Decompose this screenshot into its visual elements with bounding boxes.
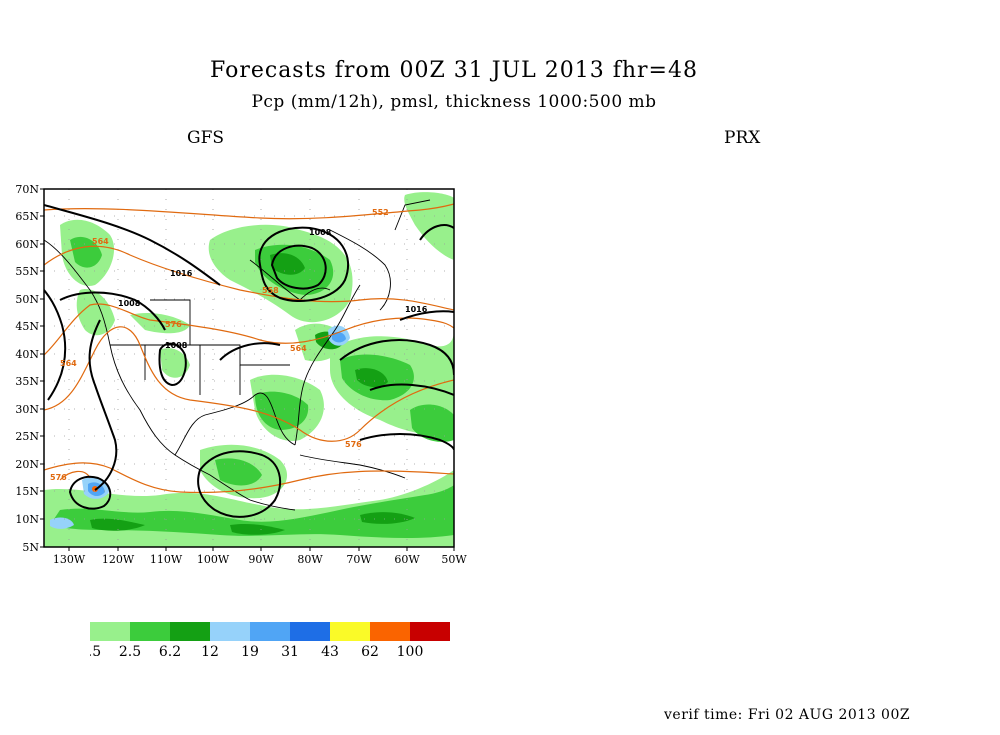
coastlines [44, 199, 431, 511]
isobars [44, 204, 454, 518]
thickness-label: 576 [345, 440, 362, 449]
isobar-label: 1016 [170, 269, 193, 278]
thickness-contours [44, 203, 454, 494]
legend-swatch [170, 622, 210, 641]
lat-label: 65N [15, 210, 39, 223]
legend-swatch [130, 622, 170, 641]
page-title: Forecasts from 00Z 31 JUL 2013 fhr=48 [210, 58, 698, 83]
lat-label: 25N [15, 430, 39, 443]
legend-swatch [370, 622, 410, 641]
lat-label: 20N [15, 458, 39, 471]
legend-label: 62 [361, 644, 379, 660]
lon-label: 130W [53, 553, 86, 566]
lat-label: 35N [15, 375, 39, 388]
isobar-label: 1008 [118, 299, 141, 308]
isobar-label: 1008 [165, 341, 188, 350]
lon-label: 110W [150, 553, 183, 566]
lon-label: 70W [346, 553, 372, 566]
model-label-right: PRX [724, 128, 761, 148]
legend-label: 31 [281, 644, 299, 660]
page-subtitle: Pcp (mm/12h), pmsl, thickness 1000:500 m… [251, 92, 657, 112]
lon-label: 90W [248, 553, 274, 566]
lon-label: 120W [102, 553, 135, 566]
lat-label: 50N [15, 293, 39, 306]
legend-label: 2.5 [119, 644, 141, 660]
verif-time: verif time: Fri 02 AUG 2013 00Z [664, 707, 911, 723]
lon-label: 50W [441, 553, 467, 566]
lat-label: 10N [15, 513, 39, 526]
lat-label: 70N [15, 183, 39, 196]
legend-swatch [250, 622, 290, 641]
lon-label: 80W [297, 553, 323, 566]
legend-label: 19 [241, 644, 259, 660]
precip-legend: 0.5 2.5 6.2 12 19 31 43 62 100 [90, 622, 450, 660]
lat-label: 60N [15, 238, 39, 251]
lat-label: 30N [15, 403, 39, 416]
legend-label: 43 [321, 644, 339, 660]
axis-ticks [40, 188, 455, 551]
legend-label: 100 [397, 644, 424, 660]
isobar-label: 1008 [309, 228, 332, 237]
lat-label: 40N [15, 348, 39, 361]
legend-label: 0.5 [90, 644, 101, 660]
model-label-left: GFS [187, 128, 225, 148]
forecast-map: 1008 1016 1008 1008 1016 552 564 558 576… [15, 183, 467, 566]
thickness-label: 564 [290, 344, 307, 353]
thickness-label: 564 [60, 359, 77, 368]
legend-label: 6.2 [159, 644, 181, 660]
legend-swatch [290, 622, 330, 641]
lat-label: 5N [22, 541, 39, 554]
thickness-label: 558 [262, 286, 279, 295]
thickness-label: 564 [92, 237, 109, 246]
legend-swatch [90, 622, 130, 641]
thickness-label: 576 [50, 473, 67, 482]
map-frame [43, 188, 455, 548]
contour-labels: 1008 1016 1008 1008 1016 552 564 558 576… [50, 208, 428, 482]
legend-swatch [210, 622, 250, 641]
lon-label: 100W [197, 553, 230, 566]
lat-label: 55N [15, 265, 39, 278]
legend-swatch [330, 622, 370, 641]
lat-label: 15N [15, 485, 39, 498]
legend-label: 12 [201, 644, 219, 660]
thickness-label: 576 [165, 320, 182, 329]
lat-label: 45N [15, 320, 39, 333]
thickness-label: 552 [372, 208, 389, 217]
isobar-label: 1016 [405, 305, 428, 314]
legend-swatch [410, 622, 450, 641]
lon-label: 60W [394, 553, 420, 566]
